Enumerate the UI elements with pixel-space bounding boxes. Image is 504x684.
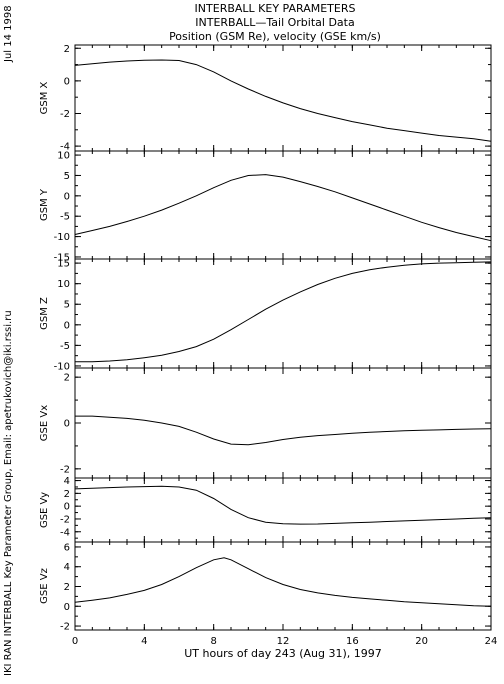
x-tick-label: 4: [141, 636, 147, 647]
panel-2: -15 -10 -5 0 5 10 GSM Y: [39, 150, 492, 263]
y-axis-label: GSE Vz: [39, 568, 50, 604]
y-tick-label: -10: [54, 232, 70, 243]
y-tick-label: 5: [64, 300, 70, 311]
y-tick-label: -2: [60, 514, 70, 525]
series-line: [74, 485, 492, 525]
x-tick-label: 16: [346, 636, 359, 647]
y-tick-label: 5: [64, 171, 70, 182]
series-line: [74, 174, 492, 242]
series-line: [74, 557, 492, 607]
series-line: [75, 261, 492, 363]
series-line: [74, 59, 492, 142]
y-tick-label: -2: [60, 464, 70, 475]
y-tick-label: 2: [64, 44, 70, 55]
header-line-3: Position (GSM Re), velocity (GSE km/s): [169, 30, 381, 43]
panel-5: -4 -20 2 4 GSE Vy: [39, 476, 492, 543]
x-tick-label: 20: [415, 636, 428, 647]
y-tick-label: 0: [64, 320, 70, 331]
y-tick-label: 6: [64, 542, 70, 553]
panel-4: -2 0 2 GSE Vx: [39, 367, 492, 479]
header-line-2: INTERBALL—Tail Orbital Data: [195, 16, 355, 29]
y-tick-label: 0: [64, 76, 70, 87]
y-tick-label: 10: [57, 151, 70, 162]
panel-frame: [74, 258, 492, 369]
x-tick-label: 0: [72, 636, 78, 647]
y-axis-label: GSM Z: [39, 297, 50, 330]
series-line: [75, 415, 492, 446]
x-tick-label: 24: [485, 636, 498, 647]
y-tick-label: 4: [64, 562, 70, 573]
y-axis-label: GSM X: [39, 81, 50, 114]
y-tick-label: -10: [54, 361, 70, 372]
y-axis-label: GSE Vy: [39, 492, 50, 528]
y-tick-label: 2: [64, 582, 70, 593]
panel-3: -10 -5 0 5 10 15 GSM Z: [39, 258, 492, 372]
y-axis-label: GSE Vx: [39, 405, 50, 441]
header-line-1: INTERBALL KEY PARAMETERS: [194, 2, 356, 15]
y-tick-label: 2: [64, 373, 70, 384]
y-axis-label: GSM Y: [39, 188, 50, 221]
panel-frame: [74, 150, 492, 260]
y-tick-label: -2: [60, 109, 70, 120]
y-tick-label: 10: [57, 279, 70, 290]
y-tick-label: 4: [64, 476, 70, 487]
panel-1: -4 -2 0 2 GSM X: [39, 44, 492, 153]
y-tick-label: -4: [60, 527, 70, 538]
panel-frame: [74, 367, 492, 479]
y-tick-label: 15: [57, 259, 70, 270]
y-tick-label: 2: [64, 489, 70, 500]
panel-frame: [74, 477, 492, 543]
x-axis-label: UT hours of day 243 (Aug 31), 1997: [184, 647, 382, 660]
y-tick-label: -5: [60, 341, 70, 352]
panel-frame: [74, 541, 492, 631]
y-tick-label: -2: [60, 622, 70, 633]
y-tick-label: 0: [64, 191, 70, 202]
y-tick-label: 0: [64, 602, 70, 613]
x-tick-label: 8: [210, 636, 216, 647]
y-tick-label: -4: [60, 142, 70, 153]
y-tick-label: 0: [64, 502, 70, 513]
y-tick-label: 0: [64, 419, 70, 430]
y-tick-label: -15: [54, 252, 70, 263]
y-tick-label: -5: [60, 212, 70, 223]
x-tick-label: 12: [277, 636, 290, 647]
